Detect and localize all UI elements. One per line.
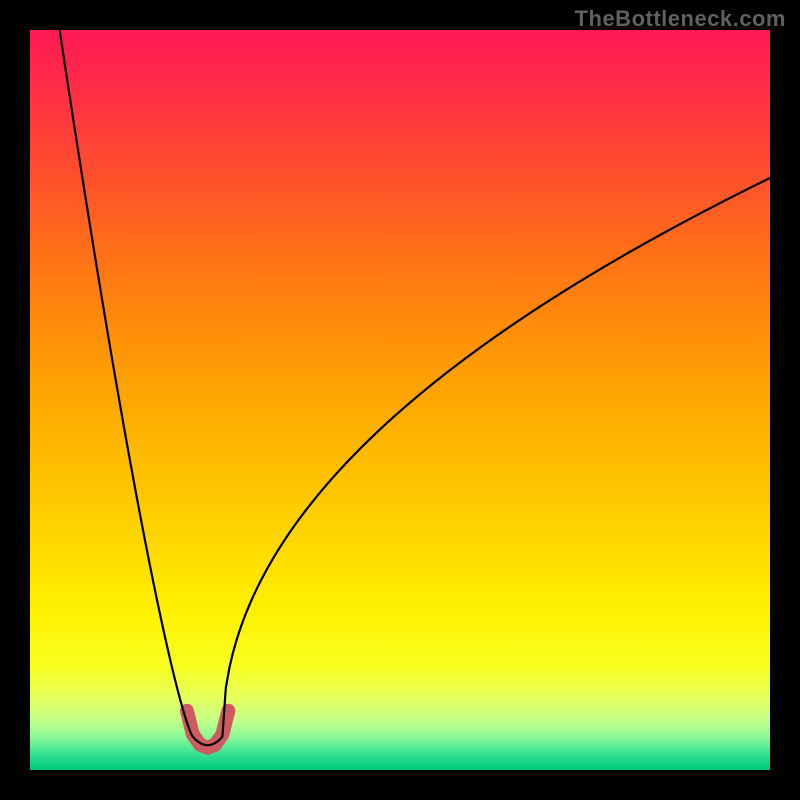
chart-container: { "watermark": { "text": "TheBottleneck.… (0, 0, 800, 800)
watermark: TheBottleneck.com (575, 6, 786, 32)
plot-background (30, 30, 770, 770)
bottleneck-chart (0, 0, 800, 800)
